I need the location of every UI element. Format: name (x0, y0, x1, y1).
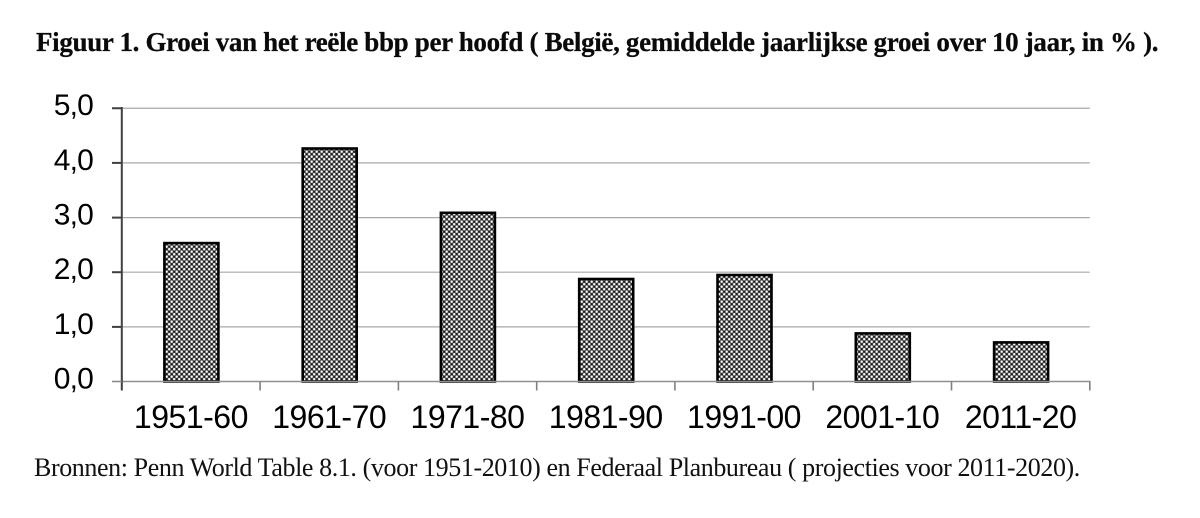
svg-text:2011-20: 2011-20 (965, 399, 1077, 435)
svg-text:1971-80: 1971-80 (411, 399, 525, 435)
svg-text:5,0: 5,0 (54, 89, 93, 122)
svg-text:1981-90: 1981-90 (549, 399, 663, 435)
svg-text:1,0: 1,0 (54, 308, 93, 341)
svg-text:4,0: 4,0 (54, 144, 93, 177)
svg-text:0,0: 0,0 (54, 363, 93, 396)
svg-text:3,0: 3,0 (54, 199, 93, 232)
svg-text:1961-70: 1961-70 (272, 399, 386, 435)
svg-text:1991-00: 1991-00 (687, 399, 801, 435)
svg-text:2001-10: 2001-10 (825, 399, 939, 435)
svg-text:1951-60: 1951-60 (134, 399, 248, 435)
svg-text:2,0: 2,0 (54, 253, 93, 286)
